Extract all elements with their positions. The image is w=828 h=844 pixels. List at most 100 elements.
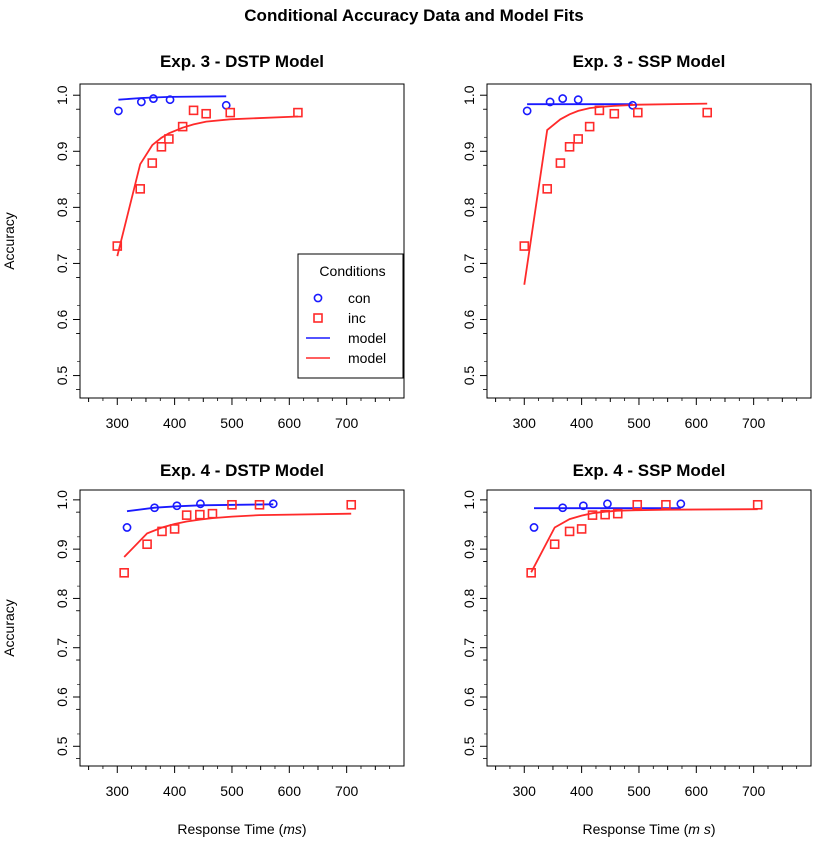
data-point-inc <box>702 107 713 118</box>
data-point-inc <box>587 510 598 520</box>
panel-2: Exp. 3 - SSP Model 300 400 500 600 700 0.5 0.6 0… <box>461 52 812 431</box>
panel-title: Exp. 4 - DSTP Model <box>160 461 324 480</box>
data-point-inc <box>752 499 763 510</box>
x-tick-label: 600 <box>278 415 302 431</box>
data-point-con <box>122 523 132 532</box>
y-tick-label: 0.7 <box>54 253 70 273</box>
data-point-inc <box>201 108 211 119</box>
data-point-inc <box>576 524 587 534</box>
data-point-inc <box>135 184 146 194</box>
x-tick-label: 600 <box>685 783 709 799</box>
y-tick-label: 0.9 <box>54 539 70 559</box>
y-tick-label: 0.8 <box>461 588 477 608</box>
model-line-inc <box>123 512 352 558</box>
y-tick-label: 1.0 <box>54 490 70 510</box>
y-tick-label: 0.9 <box>54 141 70 161</box>
data-point-con <box>578 501 588 511</box>
data-point-inc <box>564 142 575 152</box>
data-point-inc <box>346 499 357 510</box>
data-point-con <box>196 499 205 509</box>
data-point-inc <box>555 158 566 168</box>
y-axis-label: Accuracy <box>1 599 17 657</box>
data-point-inc <box>526 567 536 578</box>
x-tick-label: 400 <box>570 783 594 799</box>
model-line-inc <box>116 115 298 257</box>
x-tick-label: 700 <box>335 415 359 431</box>
x-tick-label: 400 <box>163 415 187 431</box>
panel-4: Exp. 4 - SSP Model 300 400 500 600 700 0.5 0.6 0… <box>461 461 812 837</box>
y-tick-label: 0.8 <box>461 197 477 217</box>
data-point-inc <box>207 508 218 519</box>
y-tick-label: 0.7 <box>461 638 477 658</box>
data-point-inc <box>661 499 671 510</box>
data-point-con <box>114 106 123 116</box>
panel-title: Exp. 4 - SSP Model <box>573 461 726 480</box>
data-point-inc <box>600 509 610 520</box>
x-tick-label: 700 <box>742 415 766 431</box>
x-tick-label: 300 <box>513 783 537 799</box>
y-tick-label: 0.7 <box>54 638 70 658</box>
y-tick-label: 0.6 <box>54 310 70 330</box>
y-tick-label: 0.7 <box>461 253 477 273</box>
data-point-con <box>149 94 158 103</box>
data-point-inc <box>564 526 575 537</box>
data-point-inc <box>254 499 265 510</box>
data-point-inc <box>293 107 303 118</box>
x-tick-label: 700 <box>742 783 766 799</box>
y-tick-label: 0.5 <box>461 366 477 386</box>
data-point-inc <box>164 134 174 144</box>
data-point-inc <box>169 524 180 534</box>
data-point-inc <box>188 105 199 116</box>
panel-title: Exp. 3 - SSP Model <box>573 52 726 71</box>
y-tick-label: 1.0 <box>461 490 477 510</box>
data-point-con <box>545 97 555 107</box>
data-point-con <box>573 95 583 105</box>
y-tick-label: 0.8 <box>54 588 70 608</box>
x-tick-label: 300 <box>513 415 537 431</box>
x-tick-label: 600 <box>685 415 709 431</box>
legend-symbol-circle <box>313 293 323 303</box>
y-tick-label: 1.0 <box>461 85 477 105</box>
model-line-con <box>118 95 227 101</box>
model-line-con <box>126 503 274 513</box>
panel-1: Exp. 3 - DSTP Model 300 400 500 600 700 0.5 0.6… <box>1 52 405 431</box>
data-point-con <box>676 499 686 509</box>
data-point-inc <box>157 526 167 537</box>
data-point-inc <box>633 107 643 118</box>
y-tick-label: 0.9 <box>461 539 477 559</box>
data-point-con <box>628 100 638 110</box>
y-tick-label: 0.5 <box>54 736 70 756</box>
data-point-con <box>558 94 568 103</box>
x-tick-label: 400 <box>163 783 187 799</box>
data-point-inc <box>573 134 583 144</box>
legend-label: con <box>348 290 371 306</box>
plot-frame <box>79 489 405 767</box>
x-tick-label: 500 <box>220 415 244 431</box>
legend-label: inc <box>348 310 366 326</box>
data-point-inc <box>594 105 605 116</box>
data-point-con <box>529 523 539 532</box>
data-point-inc <box>142 539 152 550</box>
data-point-con <box>522 106 532 116</box>
data-point-inc <box>225 107 236 118</box>
legend-symbol-square <box>313 313 323 323</box>
data-point-inc <box>177 121 188 132</box>
data-point-inc <box>542 184 553 194</box>
legend: Conditions con inc model model <box>297 253 404 379</box>
figure-title: Conditional Accuracy Data and Model Fits <box>244 6 583 25</box>
y-tick-label: 0.5 <box>461 736 477 756</box>
x-tick-label: 500 <box>627 415 651 431</box>
data-point-inc <box>609 108 620 119</box>
x-tick-label: 600 <box>278 783 302 799</box>
chart-panels: Exp. 3 - DSTP Model 300 400 500 600 700 0.5 0.6… <box>1 52 812 837</box>
legend-title: Conditions <box>319 263 385 279</box>
x-tick-label: 500 <box>627 783 651 799</box>
data-point-inc <box>549 539 560 550</box>
data-point-inc <box>612 508 623 519</box>
y-tick-label: 0.8 <box>54 197 70 217</box>
data-point-con <box>150 503 159 513</box>
x-tick-label: 500 <box>220 783 244 799</box>
plot-frame <box>79 83 405 399</box>
data-point-inc <box>112 241 123 251</box>
